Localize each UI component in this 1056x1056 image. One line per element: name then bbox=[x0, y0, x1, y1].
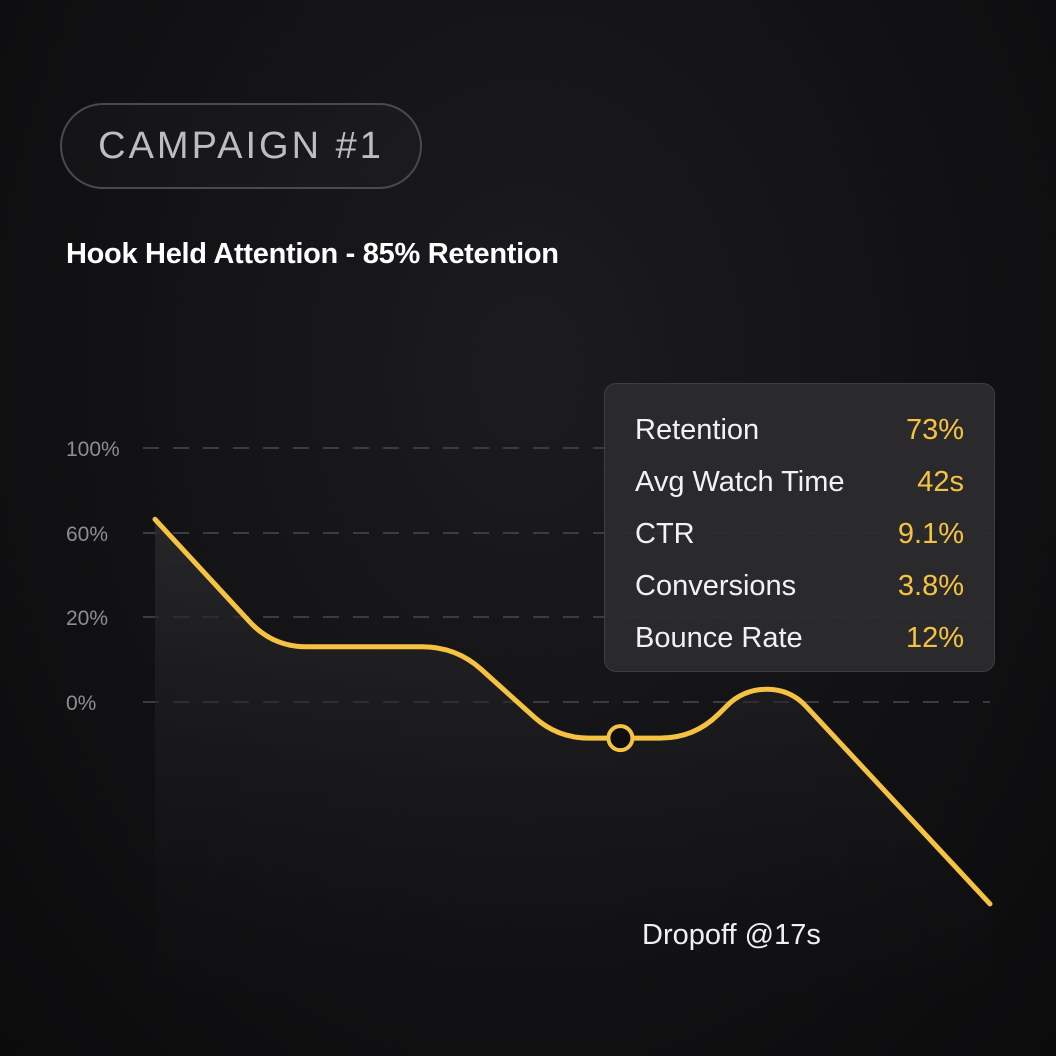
tooltip-row-conversions: Conversions 3.8% bbox=[635, 560, 964, 612]
y-tick-label: 0% bbox=[66, 692, 96, 715]
tooltip-value: 42s bbox=[917, 465, 964, 498]
chart-title: Hook Held Attention - 85% Retention bbox=[66, 238, 559, 270]
tooltip-row-retention: Retention 73% bbox=[635, 404, 964, 456]
campaign-badge: CAMPAIGN #1 bbox=[60, 103, 422, 189]
y-tick-label: 60% bbox=[66, 523, 108, 546]
tooltip-label: CTR bbox=[635, 517, 695, 550]
campaign-badge-label: CAMPAIGN #1 bbox=[98, 124, 384, 167]
tooltip-label: Conversions bbox=[635, 569, 797, 602]
dropoff-point[interactable] bbox=[606, 724, 635, 753]
tooltip-label: Retention bbox=[635, 413, 760, 446]
y-axis-ticks: 100% 60% 20% 0% bbox=[66, 438, 120, 715]
tooltip-value: 3.8% bbox=[897, 569, 964, 602]
dropoff-annotation: Dropoff @17s bbox=[642, 919, 821, 951]
tooltip-row-avg-watch-time: Avg Watch Time 42s bbox=[635, 456, 964, 508]
y-tick-label: 100% bbox=[66, 438, 120, 461]
tooltip-label: Avg Watch Time bbox=[635, 465, 845, 498]
tooltip-row-bounce-rate: Bounce Rate 12% bbox=[635, 612, 964, 664]
tooltip-label: Bounce Rate bbox=[635, 621, 803, 654]
metrics-tooltip: Retention 73% Avg Watch Time 42s CTR 9.1… bbox=[604, 383, 995, 672]
tooltip-value: 9.1% bbox=[897, 517, 964, 550]
y-tick-label: 20% bbox=[66, 607, 108, 630]
tooltip-value: 73% bbox=[905, 413, 964, 446]
retention-area-fill bbox=[155, 519, 990, 1000]
tooltip-value: 12% bbox=[905, 621, 964, 654]
tooltip-row-ctr: CTR 9.1% bbox=[635, 508, 964, 560]
